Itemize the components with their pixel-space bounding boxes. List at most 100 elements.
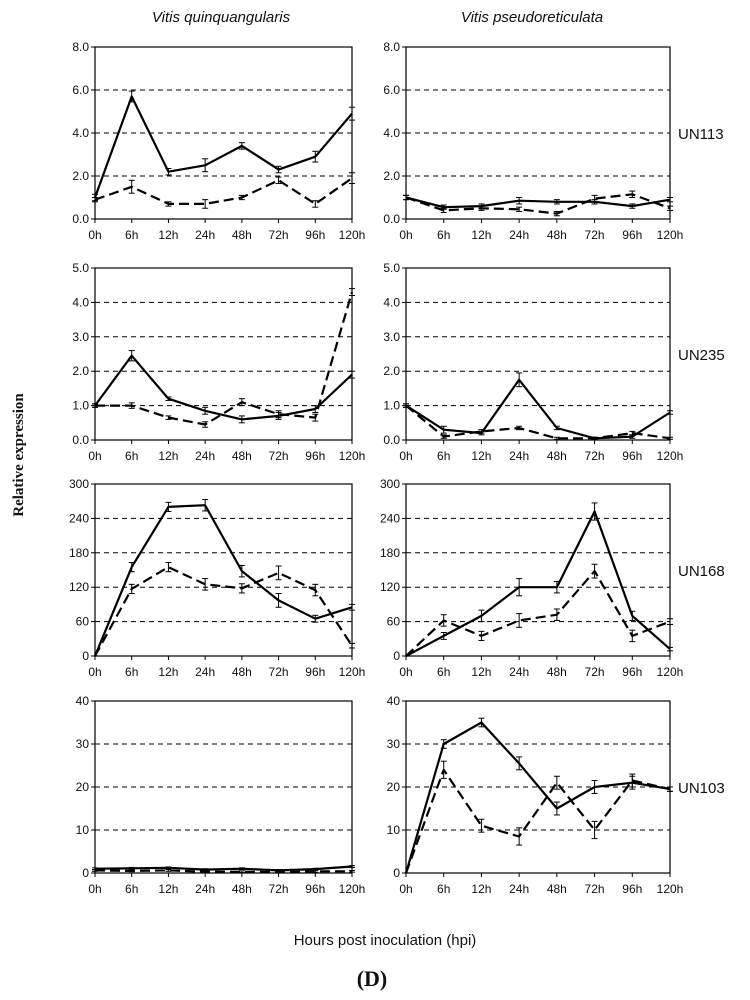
x-tick-label: 96h — [622, 228, 642, 242]
x-tick-label: 48h — [232, 665, 252, 679]
y-tick-label: 3.0 — [72, 330, 89, 344]
error-bar — [478, 205, 485, 211]
error-bar — [591, 502, 598, 521]
plot-frame — [94, 46, 353, 220]
x-tick-label: 0h — [88, 449, 101, 463]
y-tick-label: 0 — [82, 649, 89, 663]
x-tick-label: 72h — [585, 665, 605, 679]
x-tick-label: 24h — [195, 228, 215, 242]
error-bar — [128, 583, 135, 595]
x-tick-label: 120h — [657, 228, 684, 242]
error-bar — [553, 199, 560, 205]
error-bar — [275, 593, 282, 608]
chart-un168-pseudoreticulata: 0 60 120 180 240 300 0h 6h 12h 24h 48h 72h 96h 120h UN… — [380, 477, 725, 679]
gene-label: UN168 — [678, 563, 725, 580]
series-line-dashed — [94, 177, 353, 205]
x-tick-label: 6h — [437, 449, 450, 463]
chart-un235-pseudoreticulata: 0.0 1.0 2.0 3.0 4.0 5.0 0h 6h 12h 24h 48h 72h 96h 120… — [383, 261, 724, 463]
x-tick-label: 72h — [585, 449, 605, 463]
x-tick-label: 120h — [339, 228, 366, 242]
error-bar — [165, 501, 172, 513]
x-tick-label: 72h — [269, 882, 289, 896]
y-tick-label: 180 — [69, 546, 89, 560]
y-tick-label: 40 — [387, 694, 401, 708]
x-tick-label: 72h — [269, 228, 289, 242]
y-tick-label: 120 — [380, 580, 400, 594]
error-bar — [516, 756, 523, 771]
error-bar — [202, 199, 209, 209]
error-bar — [553, 580, 560, 594]
y-tick-label: 6.0 — [72, 83, 89, 97]
error-bar — [128, 90, 135, 103]
error-bar — [128, 350, 135, 362]
error-bar — [202, 158, 209, 173]
error-bar — [312, 413, 319, 422]
y-tick-label: 0 — [82, 866, 89, 880]
error-bar — [92, 869, 98, 872]
x-tick-label: 96h — [622, 449, 642, 463]
error-bar — [349, 370, 355, 379]
error-bar — [238, 583, 245, 594]
y-tick-label: 0.0 — [383, 212, 400, 226]
plot-frame — [405, 46, 671, 220]
y-tick-label: 120 — [69, 580, 89, 594]
error-bar — [165, 201, 172, 207]
y-tick-label: 4.0 — [72, 126, 89, 140]
error-bar — [478, 818, 485, 833]
x-tick-label: 6h — [125, 449, 138, 463]
error-bar — [516, 425, 523, 431]
error-bar — [238, 398, 245, 407]
error-bar — [349, 288, 355, 297]
error-bar — [128, 869, 135, 873]
x-tick-label: 120h — [339, 882, 366, 896]
error-bar — [478, 609, 485, 623]
x-tick-label: 48h — [547, 882, 567, 896]
error-bar — [349, 172, 355, 185]
x-axis-label: Hours post inoculation (hpi) — [294, 932, 477, 949]
y-tick-label: 6.0 — [383, 83, 400, 97]
plot-frame — [405, 267, 671, 441]
x-tick-label: 48h — [232, 449, 252, 463]
error-bar — [516, 578, 523, 597]
y-tick-label: 240 — [69, 511, 89, 525]
x-tick-label: 120h — [657, 665, 684, 679]
error-bar — [165, 167, 172, 176]
x-tick-label: 0h — [399, 665, 412, 679]
error-bar — [202, 421, 209, 428]
column-title-quinquangularis: Vitis quinquangularis — [152, 9, 291, 26]
error-bar — [238, 415, 245, 424]
plot-frame — [94, 700, 353, 874]
error-bar — [553, 436, 560, 440]
error-bar — [629, 190, 636, 198]
error-bar — [238, 142, 245, 150]
series-line-solid — [405, 196, 671, 209]
y-tick-label: 0.0 — [72, 433, 89, 447]
error-bar — [312, 869, 319, 873]
y-tick-label: 5.0 — [383, 261, 400, 275]
x-tick-label: 24h — [509, 882, 529, 896]
error-bar — [553, 775, 560, 790]
error-bar — [92, 403, 98, 408]
x-tick-label: 6h — [437, 228, 450, 242]
error-bar — [165, 869, 172, 872]
x-tick-label: 12h — [471, 882, 491, 896]
error-bar — [553, 425, 560, 431]
x-tick-label: 12h — [158, 882, 178, 896]
x-tick-label: 6h — [437, 882, 450, 896]
x-tick-label: 72h — [585, 882, 605, 896]
y-tick-label: 300 — [69, 477, 89, 491]
error-bar — [349, 865, 355, 868]
error-bar — [275, 165, 282, 174]
chart-un168-quinquangularis: 0 60 120 180 240 300 0h 6h 12h 24h 48h 72h 96h 120h — [69, 477, 365, 679]
y-tick-label: 4.0 — [383, 295, 400, 309]
series-line-solid — [94, 354, 353, 421]
x-tick-label: 120h — [657, 882, 684, 896]
series-line-solid — [405, 378, 671, 440]
series-line-dashed — [94, 869, 352, 874]
error-bar — [516, 206, 523, 212]
x-tick-label: 12h — [158, 449, 178, 463]
y-tick-label: 180 — [380, 546, 400, 560]
y-tick-label: 10 — [76, 823, 90, 837]
gene-label: UN113 — [678, 126, 724, 143]
chart-un103-quinquangularis: 0 10 20 30 40 0h 6h 12h 24h 48h 72h 96h 120h — [76, 694, 366, 896]
